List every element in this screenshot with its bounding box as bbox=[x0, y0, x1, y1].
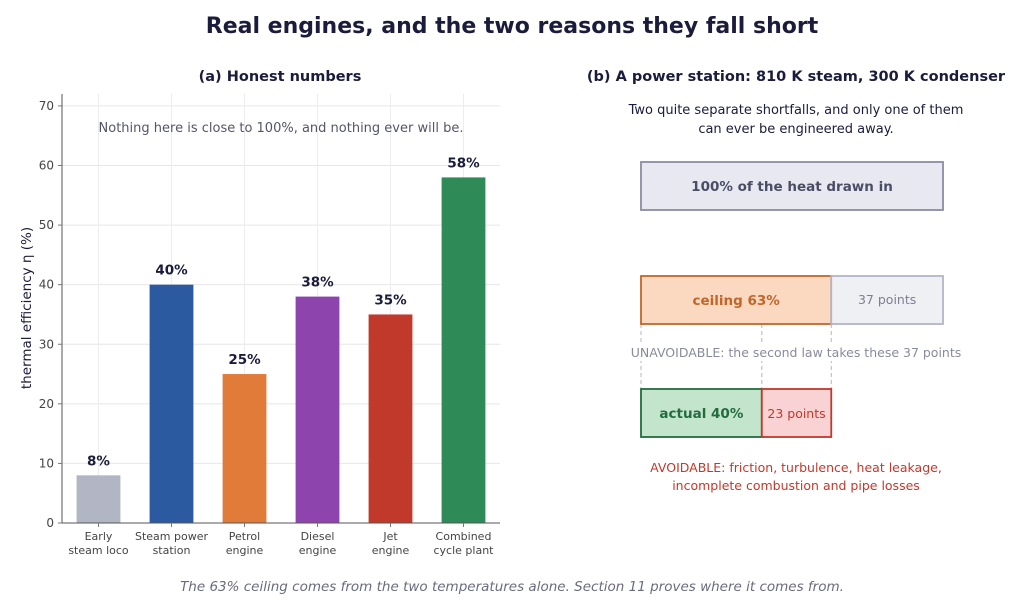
main-title: Real engines, and the two reasons they f… bbox=[205, 14, 819, 39]
y-axis-label: thermal efficiency η (%) bbox=[19, 227, 35, 389]
avoidable-note-line-1: AVOIDABLE: friction, turbulence, heat le… bbox=[650, 460, 942, 475]
bar-chart-title: (a) Honest numbers bbox=[199, 69, 362, 85]
axes bbox=[61, 94, 500, 524]
y-tick-label: 30 bbox=[39, 337, 54, 351]
bar bbox=[368, 314, 413, 523]
x-tick-label: Jet bbox=[382, 530, 398, 543]
x-tick-label: Early bbox=[85, 530, 113, 543]
bar-value-label: 35% bbox=[374, 292, 407, 308]
heat-drawn-in-box bbox=[640, 161, 944, 211]
bar bbox=[441, 177, 486, 523]
diagram-subtitle-line-2: can ever be engineered away. bbox=[698, 122, 893, 137]
x-tick-label: Diesel bbox=[301, 530, 335, 543]
y-tick-label: 60 bbox=[39, 159, 54, 173]
value-labels: 8% 40% 25% 38% 35% 58% bbox=[87, 155, 480, 469]
x-tick-label: station bbox=[153, 544, 191, 557]
bar-value-label: 38% bbox=[301, 275, 334, 291]
unavoidable-points-box bbox=[830, 275, 944, 325]
efficiency-diagram-panel: (b) A power station: 810 K steam, 300 K … bbox=[587, 69, 1006, 493]
bar-value-label: 8% bbox=[87, 453, 110, 469]
diagram-subtitle-line-1: Two quite separate shortfalls, and only … bbox=[628, 103, 964, 118]
actual-label: actual 40% bbox=[659, 406, 743, 422]
bar-value-label: 58% bbox=[447, 155, 480, 171]
x-tick-label: steam loco bbox=[68, 544, 129, 557]
unavoidable-note: UNAVOIDABLE: the second law takes these … bbox=[631, 345, 962, 360]
note-background bbox=[628, 343, 964, 361]
x-tick-label: Combined bbox=[436, 530, 492, 543]
x-tick-label: cycle plant bbox=[434, 544, 495, 557]
x-tick-label: engine bbox=[226, 544, 264, 557]
y-tick-label: 10 bbox=[39, 456, 54, 470]
bar-value-label: 40% bbox=[155, 263, 188, 279]
ceiling-label: ceiling 63% bbox=[692, 293, 780, 309]
x-tick-label: Petrol bbox=[229, 530, 260, 543]
bar bbox=[76, 475, 121, 523]
x-tick-label: Steam power bbox=[135, 530, 208, 543]
bar-chart-panel: (a) Honest numbers 0 10 20 30 40 50 60 70 Early… bbox=[19, 69, 500, 557]
x-tick-label: engine bbox=[372, 544, 410, 557]
y-tick-label: 40 bbox=[39, 278, 54, 292]
bar bbox=[149, 284, 194, 523]
chart-annotation: Nothing here is close to 100%, and nothi… bbox=[99, 121, 464, 136]
avoidable-points-box bbox=[760, 388, 833, 438]
gridlines bbox=[62, 94, 500, 524]
ceiling-box bbox=[640, 275, 833, 325]
bar bbox=[222, 374, 267, 523]
bars bbox=[76, 177, 486, 523]
y-tick-label: 50 bbox=[39, 218, 54, 232]
x-tick-label: engine bbox=[299, 544, 337, 557]
diagram-title: (b) A power station: 810 K steam, 300 K … bbox=[587, 69, 1006, 85]
bar bbox=[295, 296, 340, 523]
avoidable-points-label: 23 points bbox=[767, 406, 825, 421]
y-tick-label: 0 bbox=[46, 516, 54, 530]
unavoidable-points-label: 37 points bbox=[858, 292, 916, 307]
footer-note: The 63% ceiling comes from the two tempe… bbox=[180, 579, 844, 595]
heat-drawn-in-label: 100% of the heat drawn in bbox=[691, 179, 893, 195]
y-tick-label: 20 bbox=[39, 397, 54, 411]
y-tick-labels: 0 10 20 30 40 50 60 70 bbox=[39, 99, 62, 530]
bar-value-label: 25% bbox=[228, 352, 261, 368]
y-tick-label: 70 bbox=[39, 99, 54, 113]
avoidable-note-line-2: incomplete combustion and pipe losses bbox=[672, 478, 920, 493]
